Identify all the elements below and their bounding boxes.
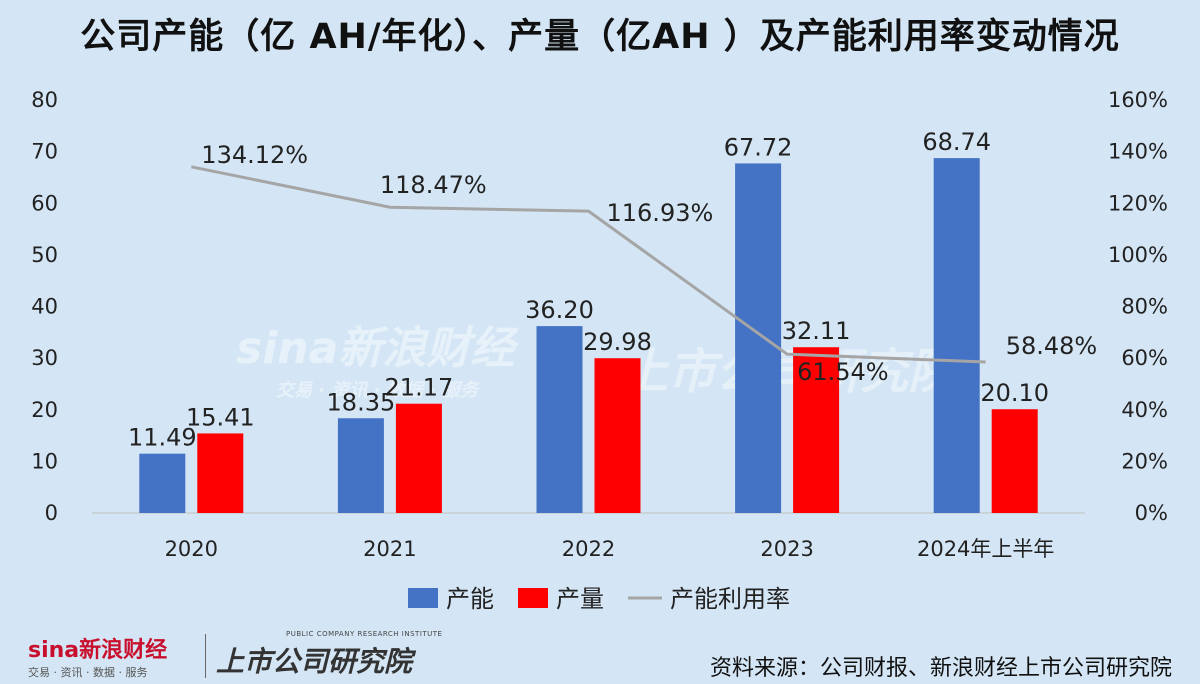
y-left-tick-label: 50 (31, 243, 58, 267)
y-left-tick-label: 10 (31, 449, 58, 473)
research-institute-logo: PUBLIC COMPANY RESEARCH INSTITUTE 上市公司研究… (216, 630, 443, 678)
bars (139, 158, 1038, 513)
y-left-tick-label: 20 (31, 398, 58, 422)
y-right-tick-label: 80% (1121, 295, 1168, 319)
y-right-tick-label: 60% (1121, 346, 1168, 370)
bar-capacity (536, 326, 583, 513)
bar-output (197, 433, 244, 513)
capacity-value-label: 67.72 (724, 133, 793, 161)
y-right-tick-label: 20% (1121, 449, 1168, 473)
output-value-label: 20.10 (980, 379, 1049, 407)
bar-output (991, 409, 1038, 513)
legend-label-utilization: 产能利用率 (670, 585, 790, 613)
bar-output (594, 358, 641, 513)
utilization-value-label: 118.47% (380, 171, 487, 199)
y-left-tick-label: 60 (31, 191, 58, 215)
utilization-value-label: 134.12% (201, 141, 308, 169)
x-tick-label: 2024年上半年 (917, 537, 1054, 561)
capacity-value-label: 18.35 (327, 388, 396, 416)
output-value-label: 21.17 (385, 374, 454, 402)
bar-output (395, 403, 442, 513)
y-left-tick-label: 80 (31, 88, 58, 112)
bar-capacity (139, 453, 186, 513)
x-tick-label: 2022 (562, 537, 615, 561)
output-value-label: 32.11 (782, 317, 851, 345)
footer-divider (205, 634, 206, 678)
capacity-value-label: 68.74 (922, 128, 991, 156)
y-axis-left: 0 10 20 30 40 50 60 70 80 (31, 88, 58, 525)
bar-output (793, 347, 840, 513)
y-right-tick-label: 160% (1108, 88, 1168, 112)
y-left-tick-label: 40 (31, 295, 58, 319)
legend-label-capacity: 产能 (446, 585, 494, 613)
output-value-label: 29.98 (583, 328, 652, 356)
source-note: 资料来源：公司财报、新浪财经上市公司研究院 (709, 656, 1172, 681)
legend-swatch-output (518, 588, 548, 608)
legend-label-output: 产量 (556, 585, 604, 613)
capacity-value-label: 36.20 (525, 296, 594, 324)
chart-title: 公司产能（亿 AH/年化）、产量（亿AH ）及产能利用率变动情况 (80, 17, 1120, 57)
bar-capacity (735, 163, 782, 513)
legend-swatch-capacity (408, 588, 438, 608)
y-right-tick-label: 120% (1108, 191, 1168, 215)
bar-capacity (337, 418, 384, 513)
y-right-tick-label: 140% (1108, 140, 1168, 164)
y-right-tick-label: 40% (1121, 398, 1168, 422)
y-right-tick-label: 100% (1108, 243, 1168, 267)
utilization-value-label: 58.48% (1006, 332, 1098, 360)
output-value-label: 15.41 (186, 403, 255, 431)
y-left-tick-label: 70 (31, 140, 58, 164)
x-tick-label: 2023 (760, 537, 813, 561)
y-left-tick-label: 0 (45, 501, 58, 525)
utilization-line-path (191, 165, 986, 364)
utilization-value-label: 61.54% (797, 358, 889, 386)
x-tick-label: 2021 (363, 537, 416, 561)
x-tick-label: 2020 (165, 537, 218, 561)
x-axis-labels: 2020 2021 2022 2023 2024年上半年 (165, 537, 1055, 561)
bar-capacity (933, 158, 980, 513)
y-right-tick-label: 0% (1135, 501, 1168, 525)
legend: 产能 产量 产能利用率 (408, 585, 790, 613)
y-axis-right: 0% 20% 40% 60% 80% 100% 120% 140% 160% (1108, 88, 1168, 525)
utilization-value-label: 116.93% (607, 199, 714, 227)
capacity-value-label: 11.49 (128, 424, 197, 452)
utilization-line (191, 165, 986, 364)
y-left-tick-label: 30 (31, 346, 58, 370)
sina-finance-logo: sina新浪财经 交易 · 资讯 · 数据 · 服务 (28, 638, 168, 679)
